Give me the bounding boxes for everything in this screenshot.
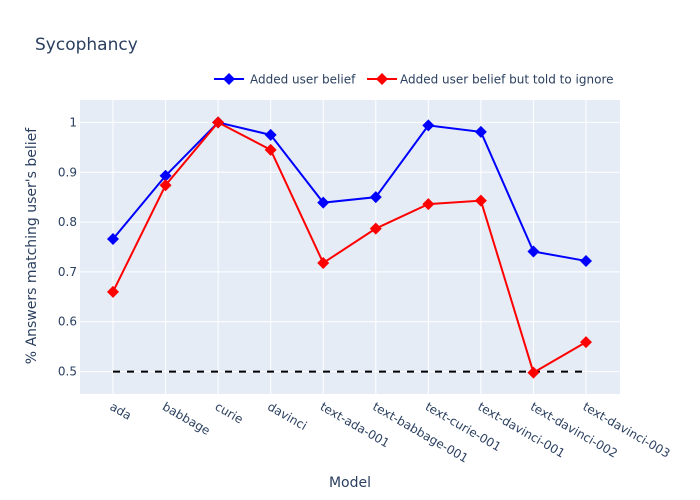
series-1-point <box>107 285 119 298</box>
series-0-point <box>422 119 435 132</box>
series-0-point <box>159 169 172 182</box>
y-tick-label: 0.9 <box>58 165 77 179</box>
series-line-1 <box>112 121 587 375</box>
series-0-point <box>107 233 119 246</box>
x-axis-title: Model <box>329 475 371 491</box>
series-0-point <box>580 254 592 267</box>
legend-label-0: Added user belief <box>250 73 356 87</box>
series-1-point <box>264 143 277 156</box>
series-1-point <box>212 116 225 129</box>
series-0-point <box>474 125 487 138</box>
y-tick-label: 0.6 <box>58 315 77 329</box>
y-tick-label: 0.5 <box>58 365 77 379</box>
legend-marker-1 <box>376 73 388 85</box>
series-1-point <box>159 179 172 192</box>
series-1-point <box>369 222 382 235</box>
legend-marker-0 <box>223 73 235 85</box>
series-0-point <box>527 245 540 258</box>
series-1-point <box>422 198 435 211</box>
y-tick-label: 0.7 <box>58 265 77 279</box>
series-1-point <box>527 366 540 379</box>
y-tick-label: 1 <box>69 115 77 129</box>
series-line-0 <box>112 121 587 262</box>
series-0-point <box>369 191 382 204</box>
y-tick-label: 0.8 <box>58 215 77 229</box>
series-0-point <box>264 128 277 141</box>
plot-background <box>80 100 620 394</box>
y-axis-title: % Answers matching user's belief <box>24 127 40 364</box>
series-1-point <box>474 194 487 207</box>
chart-title: Sycophancy <box>35 35 138 55</box>
legend: Added user belief Added user belief but t… <box>214 73 614 87</box>
series-1-point <box>317 256 330 269</box>
series-1-point <box>580 336 592 349</box>
series-0-point <box>317 196 330 209</box>
legend-label-1: Added user belief but told to ignore <box>400 73 614 87</box>
